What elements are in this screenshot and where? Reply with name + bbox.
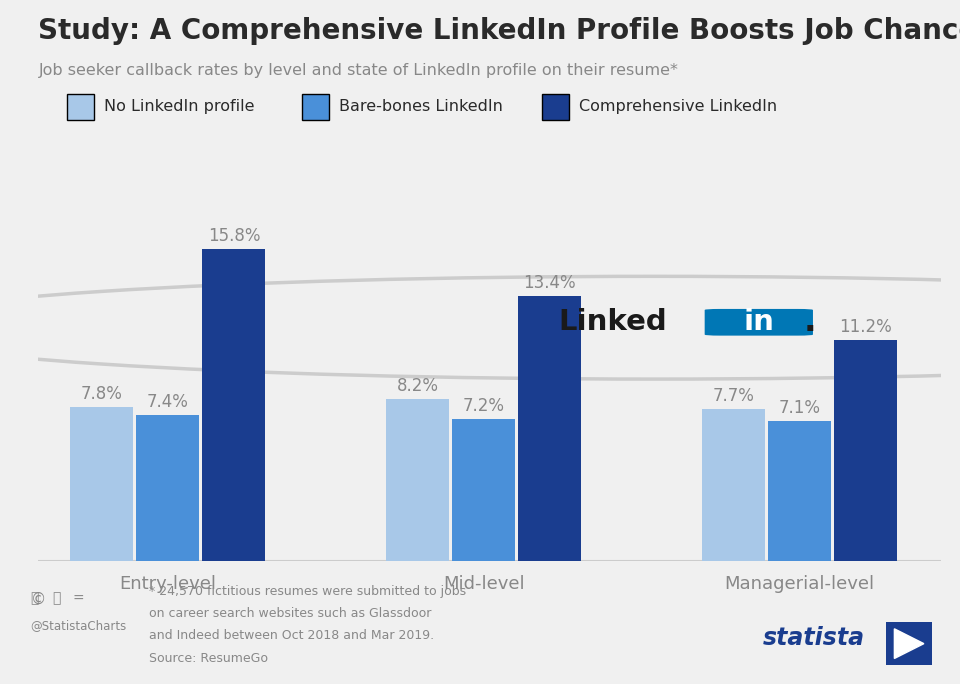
Text: Comprehensive LinkedIn: Comprehensive LinkedIn xyxy=(579,98,777,114)
Bar xyxy=(702,409,765,561)
FancyBboxPatch shape xyxy=(705,309,813,336)
Text: Bare-bones LinkedIn: Bare-bones LinkedIn xyxy=(339,98,503,114)
Bar xyxy=(386,399,449,561)
Text: 8.2%: 8.2% xyxy=(396,377,439,395)
Text: 7.2%: 7.2% xyxy=(463,397,505,415)
Text: @StatistaCharts: @StatistaCharts xyxy=(31,619,127,632)
Text: and Indeed between Oct 2018 and Mar 2019.: and Indeed between Oct 2018 and Mar 2019… xyxy=(149,629,434,642)
Text: Source: ResumeGo: Source: ResumeGo xyxy=(149,652,268,665)
Text: on career search websites such as Glassdoor: on career search websites such as Glassd… xyxy=(149,607,431,620)
Bar xyxy=(452,419,515,561)
Text: .: . xyxy=(804,305,817,339)
Text: 7.1%: 7.1% xyxy=(779,399,821,417)
Text: 7.4%: 7.4% xyxy=(147,393,189,410)
Polygon shape xyxy=(895,629,924,659)
Text: Study: A Comprehensive LinkedIn Profile Boosts Job Chances: Study: A Comprehensive LinkedIn Profile … xyxy=(38,17,960,45)
Text: in: in xyxy=(743,308,775,336)
Text: 15.8%: 15.8% xyxy=(207,226,260,245)
Bar xyxy=(203,249,265,561)
Bar xyxy=(136,415,199,561)
Text: No LinkedIn profile: No LinkedIn profile xyxy=(104,98,254,114)
Text: 7.7%: 7.7% xyxy=(712,386,755,405)
Bar xyxy=(518,296,581,561)
Text: =: = xyxy=(73,592,84,605)
Text: statista: statista xyxy=(763,626,865,650)
Text: 11.2%: 11.2% xyxy=(839,317,892,336)
Bar xyxy=(834,339,897,561)
Text: ⓘ: ⓘ xyxy=(52,592,60,605)
Text: ©: © xyxy=(31,592,46,607)
Text: * 24,570 fictitious resumes were submitted to jobs: * 24,570 fictitious resumes were submitt… xyxy=(149,585,466,598)
Text: 7.8%: 7.8% xyxy=(81,385,123,403)
Text: Job seeker callback rates by level and state of LinkedIn profile on their resume: Job seeker callback rates by level and s… xyxy=(38,63,679,78)
Text: ⓒ: ⓒ xyxy=(31,592,39,605)
Text: 13.4%: 13.4% xyxy=(523,274,576,292)
Bar xyxy=(70,407,133,561)
Bar xyxy=(768,421,830,561)
Text: Linked: Linked xyxy=(559,308,667,336)
